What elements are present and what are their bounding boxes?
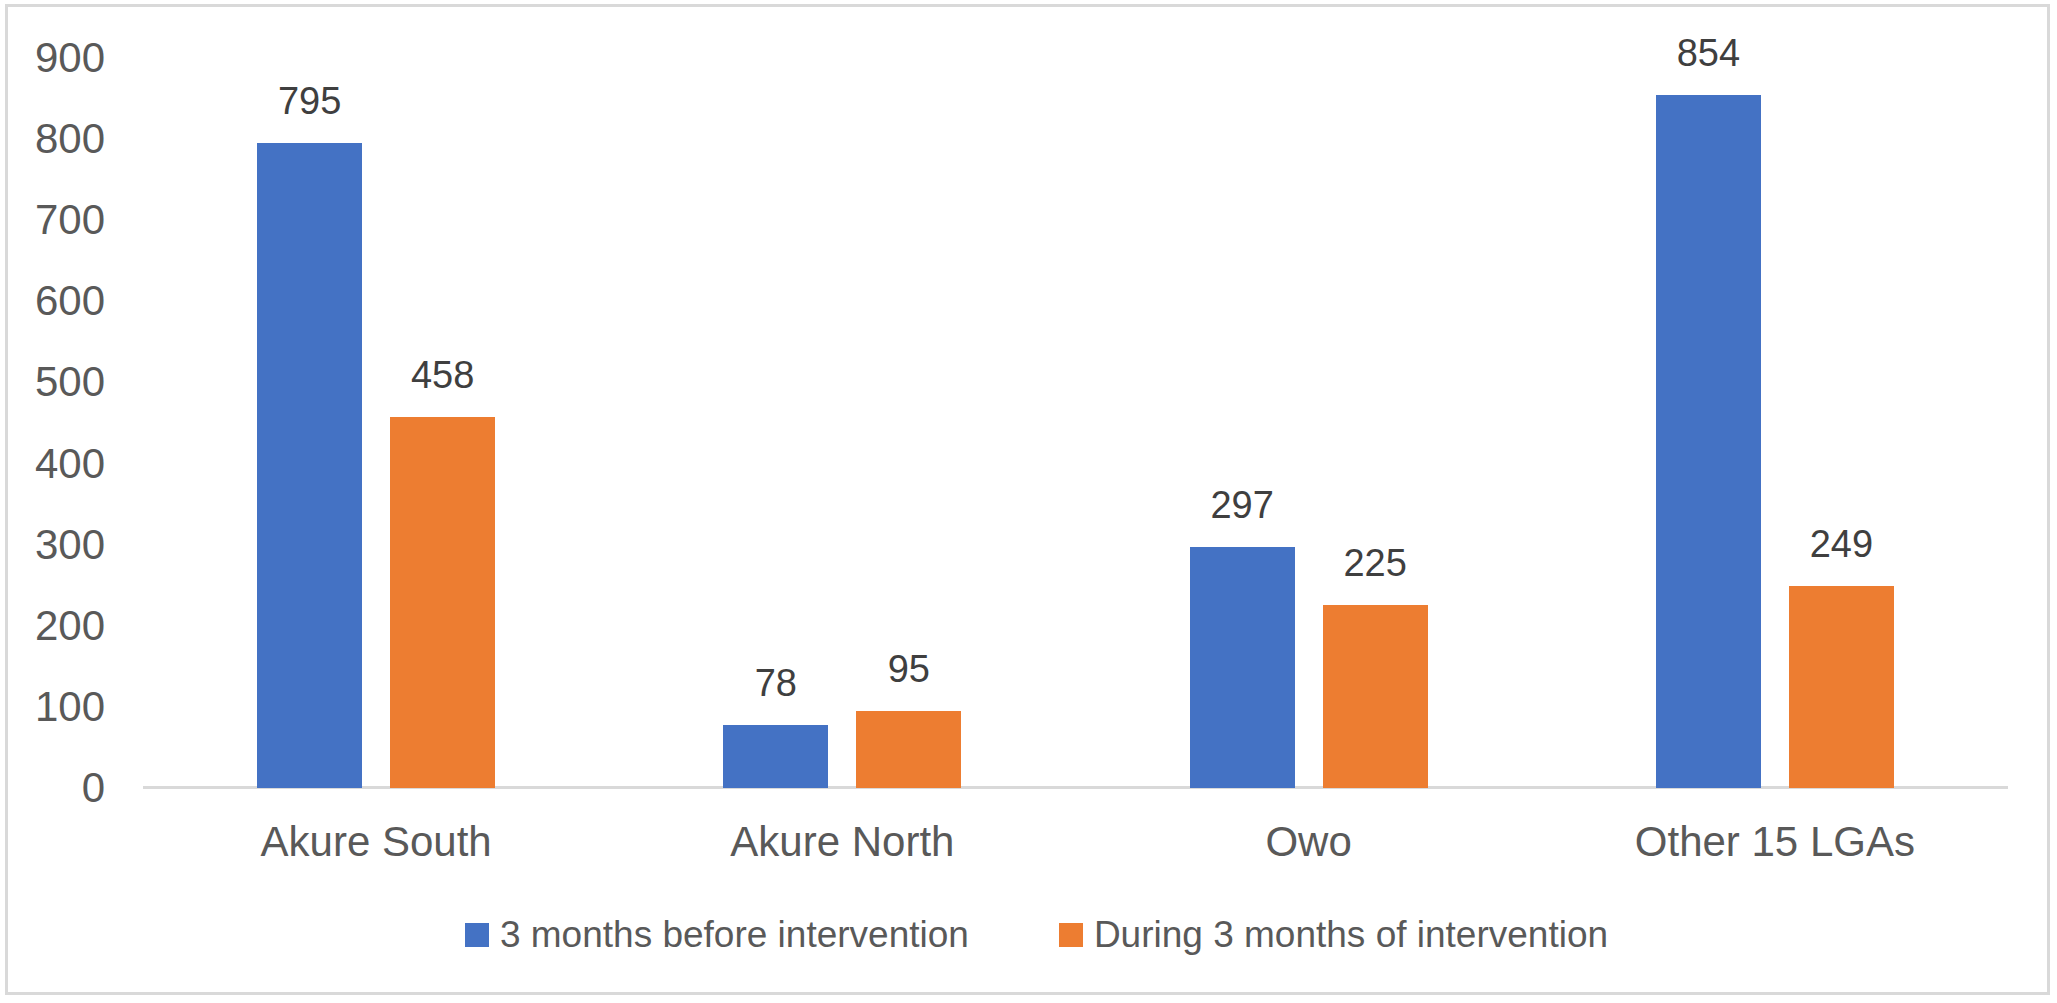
x-category-label: Owo (1076, 817, 1542, 867)
data-label: 458 (353, 355, 533, 395)
chart-screenshot: 0100200300400500600700800900 79545878952… (0, 0, 2057, 1003)
data-label: 249 (1751, 524, 1931, 564)
y-tick-label: 900 (8, 36, 105, 80)
y-tick-label: 400 (8, 442, 105, 486)
y-tick-label: 700 (8, 198, 105, 242)
y-tick-label: 0 (8, 766, 105, 810)
bar-series1-other-15-lgas (1656, 95, 1761, 788)
bar-series2-akure-north (856, 711, 961, 788)
legend-swatch-icon (1059, 923, 1083, 947)
legend-item-series2: During 3 months of intervention (1059, 913, 1608, 957)
bar-series1-akure-south (257, 143, 362, 788)
bar-series2-akure-south (390, 417, 495, 788)
y-tick-label: 300 (8, 523, 105, 567)
data-label: 297 (1152, 485, 1332, 525)
legend: 3 months before intervention During 3 mon… (8, 910, 2057, 960)
bar-series2-owo (1323, 605, 1428, 788)
y-tick-label: 500 (8, 360, 105, 404)
data-label: 795 (220, 81, 400, 121)
y-tick-label: 800 (8, 117, 105, 161)
bar-series2-other-15-lgas (1789, 586, 1894, 788)
plot-area: 0100200300400500600700800900 79545878952… (8, 7, 2057, 1003)
x-category-label: Other 15 LGAs (1542, 817, 2008, 867)
x-category-label: Akure North (609, 817, 1075, 867)
legend-item-series1: 3 months before intervention (465, 913, 969, 957)
bar-series1-akure-north (723, 725, 828, 788)
legend-label: During 3 months of intervention (1094, 913, 1608, 957)
y-tick-label: 100 (8, 685, 105, 729)
y-tick-label: 600 (8, 279, 105, 323)
data-label: 854 (1618, 33, 1798, 73)
y-tick-label: 200 (8, 604, 105, 648)
data-label: 95 (819, 649, 999, 689)
legend-label: 3 months before intervention (500, 913, 969, 957)
chart-frame: 0100200300400500600700800900 79545878952… (5, 4, 2050, 995)
data-label: 225 (1285, 543, 1465, 583)
legend-swatch-icon (465, 923, 489, 947)
x-category-label: Akure South (143, 817, 609, 867)
bar-series1-owo (1190, 547, 1295, 788)
